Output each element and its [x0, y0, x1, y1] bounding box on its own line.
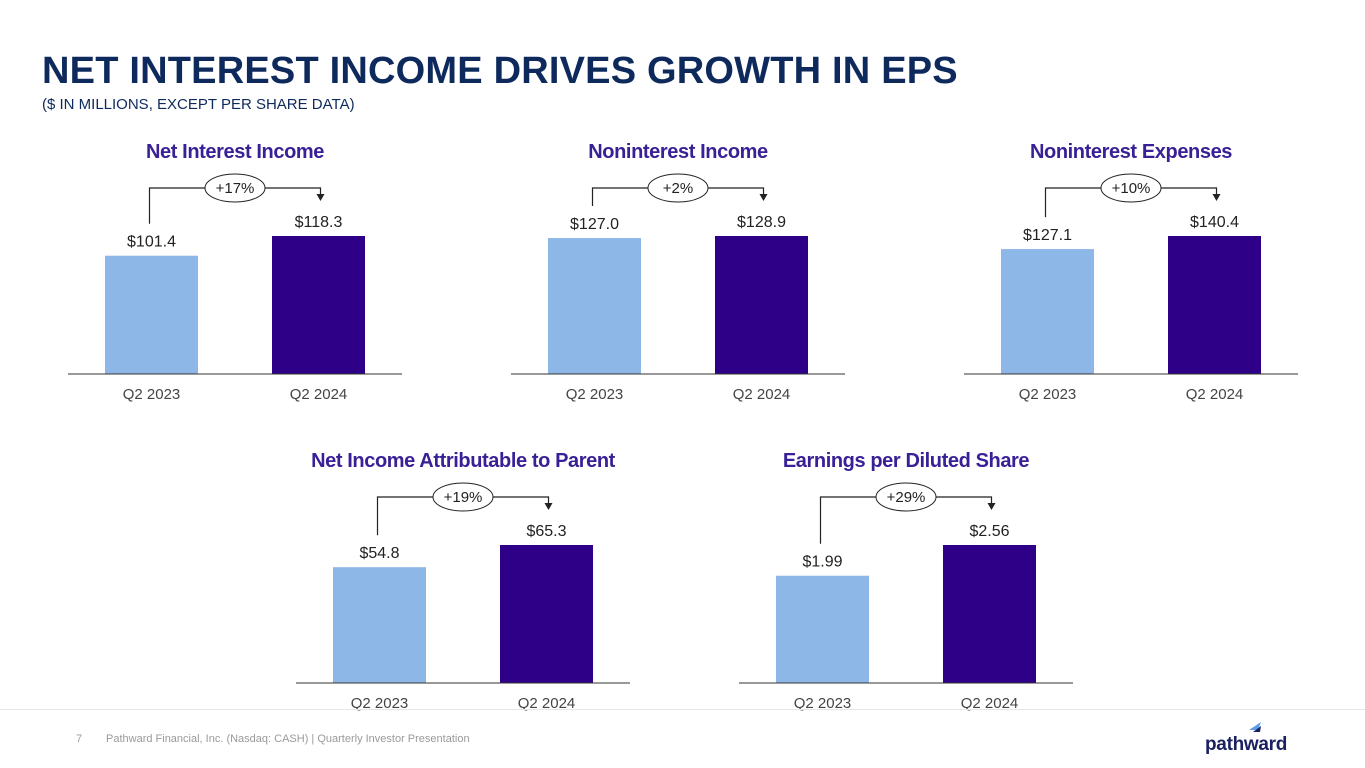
growth-percent: +2% — [663, 180, 693, 197]
value-label: $127.0 — [570, 216, 619, 233]
value-label: $1.99 — [802, 554, 842, 571]
bar-prior — [776, 575, 869, 683]
value-label: $127.1 — [1023, 227, 1072, 244]
category-label: Q2 2023 — [123, 386, 181, 403]
value-label: $118.3 — [295, 214, 343, 231]
page-number: 7 — [76, 733, 83, 745]
logo-mark-icon — [1249, 722, 1261, 732]
bar-prior — [1001, 249, 1094, 374]
chart-svg: Earnings per Diluted Share $1.99 Q2 2023 $2… — [739, 450, 1073, 712]
chart-svg: Noninterest Expenses $127.1 Q2 2023 $140.4 Q… — [964, 141, 1298, 403]
footer-divider — [0, 709, 1365, 710]
chart-title: Net Interest Income — [146, 141, 324, 163]
category-label: Q2 2023 — [566, 386, 624, 403]
value-label: $54.8 — [359, 545, 399, 562]
arrow-head-icon — [759, 194, 768, 201]
growth-percent: +17% — [216, 180, 255, 197]
category-label: Q2 2024 — [1186, 386, 1244, 403]
bar-current — [943, 545, 1036, 683]
noninterest-income-chart: Noninterest Income $127.0 Q2 2023 $128.9 Q2 … — [511, 134, 851, 409]
value-label: $65.3 — [526, 523, 566, 540]
growth-badge — [1100, 173, 1162, 203]
bar-prior — [105, 255, 198, 374]
noninterest-expenses-chart: Noninterest Expenses $127.1 Q2 2023 $140.4 Q… — [964, 134, 1304, 409]
chart-title: Earnings per Diluted Share — [783, 450, 1030, 472]
arrow-head-icon — [987, 503, 996, 510]
arrow-head-icon — [316, 194, 325, 201]
bar-current — [1168, 236, 1261, 374]
bar-current — [715, 236, 808, 374]
pathward-logo: pathward — [1205, 722, 1295, 756]
chart-svg: Net Interest Income $101.4 Q2 2023 $118.3 Q2… — [68, 141, 402, 403]
bar-current — [500, 545, 593, 683]
bar-prior — [548, 238, 641, 374]
category-label: Q2 2023 — [794, 695, 852, 712]
page-title: NET INTEREST INCOME DRIVES GROWTH IN EPS — [42, 50, 958, 92]
category-label: Q2 2024 — [290, 386, 348, 403]
growth-badge — [432, 482, 494, 512]
eps-chart: Earnings per Diluted Share $1.99 Q2 2023 $2… — [739, 443, 1079, 718]
net-interest-income-chart: Net Interest Income $101.4 Q2 2023 $118.3 Q2… — [68, 134, 408, 409]
chart-svg: Noninterest Income $127.0 Q2 2023 $128.9 Q2 … — [511, 141, 845, 403]
chart-title: Noninterest Income — [588, 141, 768, 163]
category-label: Q2 2023 — [351, 695, 409, 712]
arrow-head-icon — [1212, 194, 1221, 201]
value-label: $2.56 — [969, 523, 1009, 540]
category-label: Q2 2024 — [518, 695, 576, 712]
growth-percent: +29% — [887, 489, 926, 506]
value-label: $140.4 — [1190, 214, 1239, 231]
chart-svg: Net Income Attributable to Parent $54.8 Q2… — [296, 450, 630, 712]
growth-percent: +10% — [1112, 180, 1151, 197]
category-label: Q2 2024 — [733, 386, 791, 403]
growth-badge — [875, 482, 937, 512]
arrow-head-icon — [544, 503, 553, 510]
bar-prior — [333, 567, 426, 683]
growth-badge — [647, 173, 709, 203]
page-subtitle: ($ IN MILLIONS, EXCEPT PER SHARE DATA) — [42, 96, 355, 113]
value-label: $101.4 — [127, 234, 176, 251]
chart-title: Net Income Attributable to Parent — [311, 450, 616, 472]
value-label: $128.9 — [737, 214, 786, 231]
bar-current — [272, 236, 365, 374]
net-income-parent-chart: Net Income Attributable to Parent $54.8 Q2… — [296, 443, 636, 718]
chart-title: Noninterest Expenses — [1030, 141, 1232, 163]
footer-text: Pathward Financial, Inc. (Nasdaq: CASH) … — [106, 733, 470, 745]
growth-badge — [204, 173, 266, 203]
category-label: Q2 2024 — [961, 695, 1019, 712]
category-label: Q2 2023 — [1019, 386, 1077, 403]
logo-text: pathward — [1205, 734, 1288, 755]
growth-percent: +19% — [444, 489, 483, 506]
